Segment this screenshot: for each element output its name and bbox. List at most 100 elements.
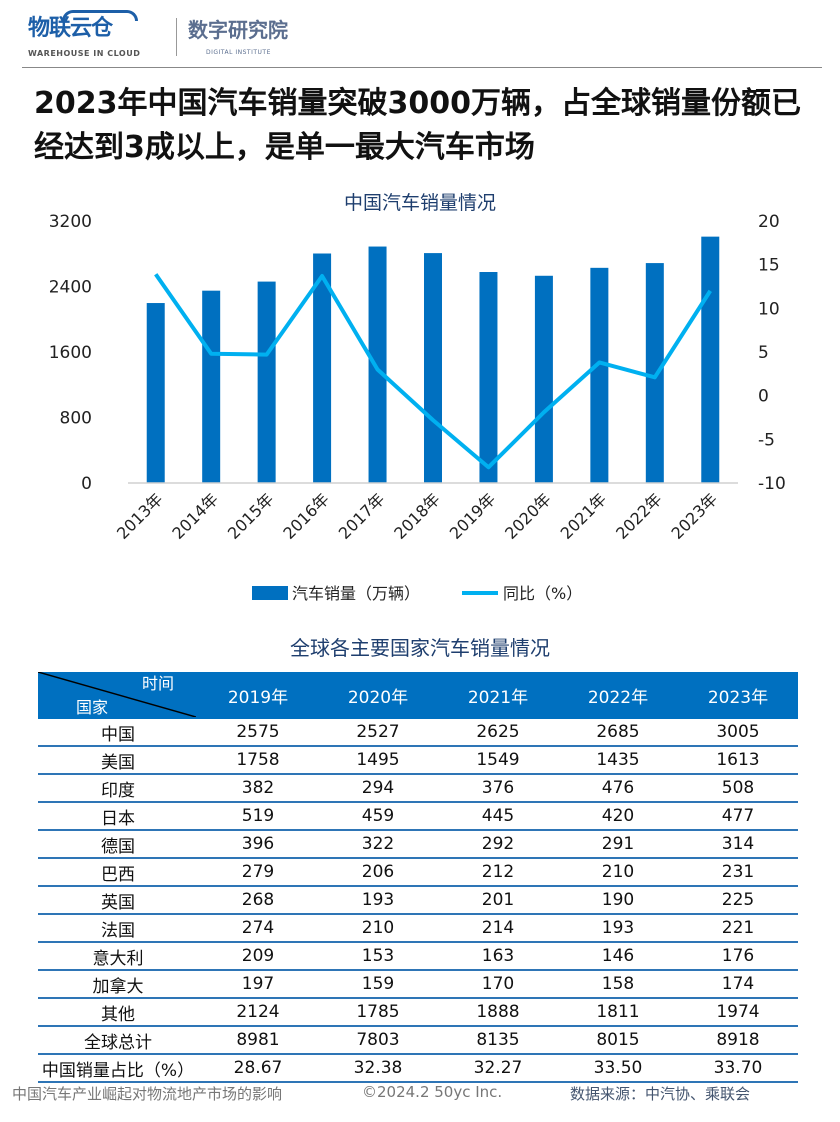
table-cell: 210 — [558, 858, 678, 887]
corner-country-label: 国家 — [76, 698, 109, 717]
table-cell: 8981 — [198, 1026, 318, 1055]
table-cell: 153 — [318, 942, 438, 971]
row-label: 中国销量占比（%） — [38, 1054, 198, 1083]
header-divider — [22, 67, 822, 68]
table-cell: 206 — [318, 858, 438, 887]
table-title: 全球各主要国家汽车销量情况 — [290, 636, 550, 660]
table-cell: 376 — [438, 774, 558, 803]
table-cell: 28.67 — [198, 1054, 318, 1083]
x-axis-tick: 2021年 — [557, 489, 611, 543]
institute-logo-sub: DIGITAL INSTITUTE — [206, 49, 271, 56]
sales-table: 时间 国家 2019年 2020年 2021年 2022年 2023年 中国 2575 25… — [38, 672, 798, 1083]
column-header: 2022年 — [558, 672, 678, 719]
table-cell: 1785 — [318, 998, 438, 1027]
table-cell: 2527 — [318, 719, 438, 747]
x-axis-tick: 2016年 — [279, 489, 333, 543]
row-label: 印度 — [38, 774, 198, 803]
x-axis-tick: 2023年 — [668, 489, 722, 543]
left-axis-tick: 2400 — [49, 278, 92, 298]
table-row: 中国 2575 2527 2625 2685 3005 — [38, 719, 798, 747]
logo-divider — [176, 18, 177, 56]
right-axis-tick: -5 — [758, 430, 775, 450]
table-header-row: 时间 国家 2019年 2020年 2021年 2022年 2023年 — [38, 672, 798, 719]
table-cell: 201 — [438, 886, 558, 915]
x-axis-tick: 2017年 — [335, 489, 389, 543]
logo: 物联云仓 WAREHOUSE IN CLOUD 数字研究院 DIGITAL IN… — [28, 10, 298, 62]
table-row: 其他 2124 1785 1888 1811 1974 — [38, 998, 798, 1027]
x-axis-tick: 2019年 — [446, 489, 500, 543]
table-cell: 158 — [558, 970, 678, 999]
table-cell: 291 — [558, 830, 678, 859]
legend-bar-label: 汽车销量（万辆） — [292, 584, 420, 603]
table-cell: 519 — [198, 802, 318, 831]
table-cell: 32.38 — [318, 1054, 438, 1083]
table-row: 全球总计 8981 7803 8135 8015 8918 — [38, 1026, 798, 1055]
footer-source: 数据来源：中汽协、乘联会 — [570, 1085, 751, 1103]
row-label: 日本 — [38, 802, 198, 831]
row-label: 全球总计 — [38, 1026, 198, 1055]
table-cell: 197 — [198, 970, 318, 999]
table-cell: 1435 — [558, 746, 678, 775]
table-cell: 292 — [438, 830, 558, 859]
table-cell: 214 — [438, 914, 558, 943]
table-cell: 314 — [678, 830, 798, 859]
table-cell: 459 — [318, 802, 438, 831]
table-cell: 1974 — [678, 998, 798, 1027]
bar — [534, 275, 553, 483]
table-cell: 159 — [318, 970, 438, 999]
table-cell: 33.50 — [558, 1054, 678, 1083]
table-cell: 146 — [558, 942, 678, 971]
table-cell: 1549 — [438, 746, 558, 775]
bar — [645, 263, 664, 483]
footer-copyright: ©2024.2 50yc Inc. — [362, 1083, 503, 1101]
table-cell: 382 — [198, 774, 318, 803]
sales-chart: 中国汽车销量情况 0 800 1600 2400 3200 -10 -5 0 5 10 15 20 201… — [49, 192, 786, 603]
page-title: 2023年中国汽车销量突破3000万辆，占全球销量份额已经达到3成以上，是单一最… — [34, 86, 801, 165]
table-cell: 212 — [438, 858, 558, 887]
chart-title: 中国汽车销量情况 — [344, 192, 496, 214]
x-axis-tick: 2014年 — [168, 489, 222, 543]
table-cell: 163 — [438, 942, 558, 971]
logo-sub-text: WAREHOUSE IN CLOUD — [28, 49, 141, 58]
table-cell: 8918 — [678, 1026, 798, 1055]
corner-diagonal — [38, 672, 196, 717]
table-cell: 477 — [678, 802, 798, 831]
bar — [590, 267, 609, 483]
table-cell: 420 — [558, 802, 678, 831]
bar — [202, 290, 221, 483]
table-cell: 209 — [198, 942, 318, 971]
x-axis-tick: 2013年 — [113, 489, 167, 543]
table-cell: 170 — [438, 970, 558, 999]
table-cell: 8135 — [438, 1026, 558, 1055]
corner-time-label: 时间 — [141, 674, 174, 693]
right-axis-tick: 10 — [758, 299, 780, 319]
table-cell: 1758 — [198, 746, 318, 775]
table-cell: 322 — [318, 830, 438, 859]
institute-logo-text: 数字研究院 — [188, 18, 288, 42]
footer-report-title: 中国汽车产业崛起对物流地产市场的影响 — [12, 1085, 283, 1103]
table-cell: 2685 — [558, 719, 678, 747]
x-axis-tick: 2018年 — [390, 489, 444, 543]
table-row: 英国 268 193 201 190 225 — [38, 886, 798, 915]
row-label: 意大利 — [38, 942, 198, 971]
table-cell: 174 — [678, 970, 798, 999]
right-axis-tick: 5 — [758, 343, 769, 363]
left-axis-tick: 1600 — [49, 343, 92, 363]
table-cell: 190 — [558, 886, 678, 915]
table-cell: 2124 — [198, 998, 318, 1027]
table-cell: 193 — [558, 914, 678, 943]
table-cell: 274 — [198, 914, 318, 943]
row-label: 法国 — [38, 914, 198, 943]
x-axis-tick: 2020年 — [501, 489, 555, 543]
bar — [368, 246, 387, 483]
bar — [313, 253, 332, 483]
table-cell: 1613 — [678, 746, 798, 775]
left-axis-tick: 800 — [60, 409, 92, 429]
logo-main-text: 物联云仓 — [28, 16, 113, 41]
row-label: 加拿大 — [38, 970, 198, 999]
table-row: 日本 519 459 445 420 477 — [38, 802, 798, 831]
table-cell: 210 — [318, 914, 438, 943]
table-row: 中国销量占比（%） 28.67 32.38 32.27 33.50 33.70 — [38, 1054, 798, 1083]
table-cell: 8015 — [558, 1026, 678, 1055]
